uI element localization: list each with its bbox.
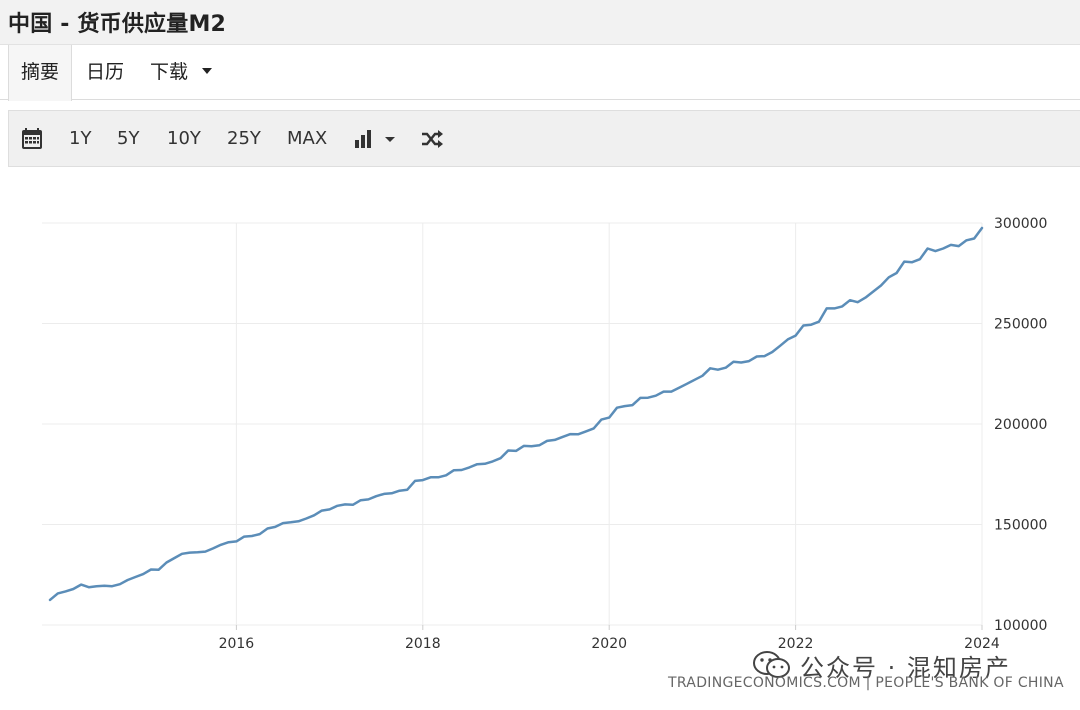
range-1y-button[interactable]: 1Y: [69, 128, 92, 149]
chevron-down-icon: [385, 137, 395, 142]
y-tick-label: 300000: [994, 216, 1047, 232]
calendar-icon[interactable]: [21, 128, 43, 154]
tab-calendar-label: 日历: [86, 61, 125, 83]
x-tick-label: 2024: [964, 636, 1000, 652]
series-line-m2: [48, 226, 984, 602]
caret-down-icon: [202, 67, 213, 74]
range-5y-button[interactable]: 5Y: [117, 128, 140, 149]
tab-download-label: 下载: [150, 61, 189, 83]
m2-line-chart: 100000 150000 200000 250000 300000 2016 2018 20…: [42, 216, 1047, 652]
x-tick-label: 2020: [591, 636, 627, 652]
tabs-row: 摘要 日历 下载: [0, 44, 1080, 101]
tab-summary-label: 摘要: [20, 61, 59, 83]
shuffle-icon[interactable]: [421, 129, 443, 153]
page-title: 中国 - 货币供应量M2: [8, 12, 227, 37]
bar-chart-icon[interactable]: [355, 130, 397, 152]
x-tick-label: 2016: [219, 636, 255, 652]
chart-area: 100000 150000 200000 250000 300000 2016 2018 20…: [0, 168, 1080, 710]
title-bar: 中国 - 货币供应量M2: [0, 0, 1080, 44]
watermark-text: 公众号 · 混知房产: [800, 654, 1011, 682]
y-tick-label: 250000: [994, 317, 1047, 333]
range-10y-button[interactable]: 10Y: [167, 128, 201, 149]
tab-summary[interactable]: 摘要: [8, 45, 72, 101]
chart-toolbar: 1Y 5Y 10Y 25Y MAX: [8, 110, 1080, 167]
range-max-button[interactable]: MAX: [287, 128, 328, 149]
x-tick-label: 2018: [405, 636, 441, 652]
x-tick-label: 2022: [778, 636, 814, 652]
tab-calendar[interactable]: 日历: [86, 45, 124, 100]
y-tick-label: 150000: [994, 518, 1047, 534]
tab-download[interactable]: 下载: [150, 45, 213, 100]
y-tick-label: 200000: [994, 417, 1047, 433]
source-credit: TRADINGECONOMICS.COM | PEOPLE'S BANK OF …: [668, 675, 1064, 691]
range-25y-button[interactable]: 25Y: [227, 128, 261, 149]
y-tick-label: 100000: [994, 618, 1047, 634]
wechat-icon: [752, 650, 792, 686]
